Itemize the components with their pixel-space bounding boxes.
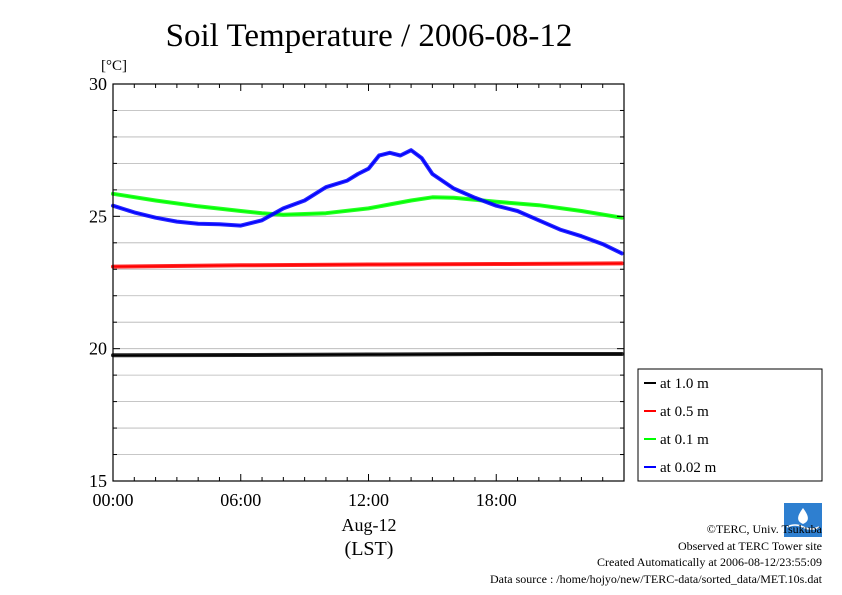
x-tick-label: 12:00 — [348, 490, 389, 510]
x-tick-label: 00:00 — [92, 490, 133, 510]
plot-frame — [112, 83, 625, 482]
chart-title: Soil Temperature / 2006-08-12 — [166, 18, 573, 54]
series-line-core — [112, 193, 623, 219]
gridlines — [113, 110, 624, 455]
terc-logo — [784, 503, 822, 537]
legend-label: at 1.0 m — [660, 376, 709, 392]
y-tick-label: 15 — [89, 471, 107, 491]
legend-label: at 0.02 m — [660, 460, 717, 476]
data-source-text: Data source : /home/hojyo/new/TERC-data/… — [490, 572, 823, 586]
copyright-text: ©TERC, Univ. Tsukuba — [707, 522, 823, 536]
series-lines — [111, 148, 624, 358]
legend-label: at 0.5 m — [660, 404, 709, 420]
site-text: Observed at TERC Tower site — [678, 539, 822, 553]
axis-ticks: 15 20 25 30 00:00 06:00 12:00 18:00 — [89, 74, 625, 510]
x-tick-label: 06:00 — [220, 490, 261, 510]
y-tick-label: 20 — [89, 339, 107, 359]
series-line — [111, 148, 624, 256]
x-axis-date-label: Aug-12 — [342, 515, 397, 535]
created-text: Created Automatically at 2006-08-12/23:5… — [597, 555, 822, 569]
y-tick-label: 30 — [89, 74, 107, 94]
legend-label: at 0.1 m — [660, 432, 709, 448]
series-line-core — [112, 262, 622, 268]
y-axis-unit: [°C] — [101, 58, 127, 74]
water-drop-icon — [798, 508, 808, 524]
x-axis-unit-label: (LST) — [345, 538, 394, 560]
y-tick-label: 25 — [89, 206, 107, 226]
legend-box — [637, 368, 823, 482]
x-tick-label: 18:00 — [476, 490, 517, 510]
wave-icon — [786, 524, 820, 530]
series-line-core — [112, 353, 622, 356]
series-line-core — [112, 149, 623, 255]
legend: at 1.0 m at 0.5 m at 0.1 m at 0.02 m — [637, 368, 823, 482]
